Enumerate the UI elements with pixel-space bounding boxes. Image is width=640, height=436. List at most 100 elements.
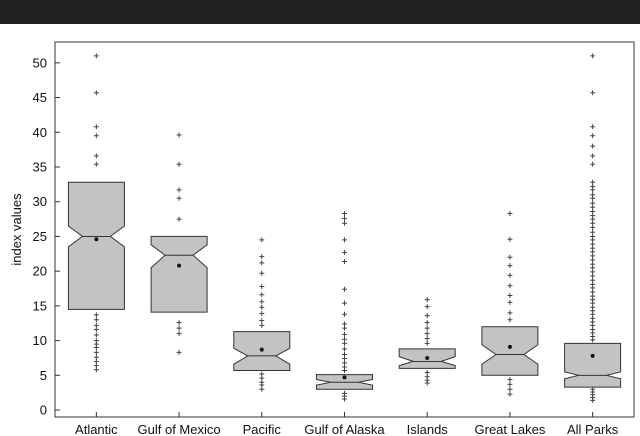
outlier-marker [93,349,99,355]
notched-box [564,342,622,388]
x-tick-label: Islands [407,422,449,436]
y-tick-label: 25 [33,229,47,244]
y-tick-label: 5 [40,368,47,383]
x-tick-label: Great Lakes [475,422,546,436]
x-tick-label: Pacific [243,422,282,436]
outlier-marker [93,312,99,318]
y-axis-label: index values [9,193,24,266]
outlier-marker [424,336,430,342]
box-group [67,53,125,373]
outlier-marker [424,304,430,310]
y-tick-label: 30 [33,194,47,209]
outlier-marker [507,377,513,382]
outlier-marker [259,304,265,310]
outlier-marker [342,286,347,292]
outlier-marker [342,215,347,221]
outlier-marker [507,310,513,316]
outlier-marker [590,133,596,139]
outlier-marker [93,53,99,59]
outlier-marker [342,258,347,264]
x-tick-label: All Parks [567,422,619,436]
outlier-marker [259,254,265,260]
y-tick-label: 0 [40,403,47,418]
outlier-marker [342,367,347,373]
outlier-marker [590,269,596,275]
outlier-marker [176,132,182,138]
x-axis: Atlantic Gulf of Mexico Pacific Gulf of Ala… [75,412,619,436]
outlier-marker [342,300,347,306]
outlier-marker [507,299,513,305]
outlier-marker [342,360,347,366]
outlier-marker [590,311,596,317]
outlier-marker [590,285,596,291]
outlier-marker [259,371,265,377]
box-group [564,53,622,403]
outlier-marker [342,331,347,337]
outlier-marker [507,272,513,278]
outlier-marker [93,161,99,167]
outlier-marker [424,340,430,346]
outlier-marker [259,317,265,323]
outlier-marker [259,386,265,392]
box-group [481,211,539,397]
y-tick-label: 40 [33,125,47,140]
outlier-marker [507,236,513,242]
x-tick-label: Atlantic [75,422,118,436]
notched-box [150,235,208,313]
outlier-marker [93,133,99,139]
outlier-marker [590,161,596,167]
outlier-marker [259,292,265,298]
outlier-marker [507,211,513,217]
outlier-marker [424,380,430,386]
outlier-marker [176,216,182,222]
outlier-marker [93,153,99,159]
y-tick-label: 45 [33,90,47,105]
box-group [233,237,291,392]
outlier-marker [176,320,182,326]
outlier-marker [176,331,182,337]
y-tick-label: 20 [33,264,47,279]
outlier-marker [342,211,347,217]
box-group [150,132,208,355]
y-tick-label: 35 [33,160,47,175]
x-tick-label: Gulf of Mexico [138,422,221,436]
outlier-marker [590,277,596,283]
outlier-marker [176,195,182,201]
mean-marker [425,355,430,360]
outlier-marker [590,200,596,206]
outlier-marker [176,349,182,355]
outlier-marker [259,270,265,276]
outlier-marker [507,391,513,397]
outlier-marker [590,241,596,247]
outlier-marker [342,396,347,402]
outlier-marker [507,283,513,289]
outlier-marker [176,325,182,331]
outlier-marker [590,216,596,222]
outlier-marker [342,237,347,243]
mean-marker [590,353,595,358]
outlier-marker [507,263,513,269]
x-tick-label: Gulf of Alaska [304,422,385,436]
outlier-marker [176,187,182,193]
box-group [398,297,456,386]
outlier-marker [424,331,430,337]
top-dark-bar [0,0,640,24]
box-series [67,53,622,403]
outlier-marker [590,187,596,193]
outlier-marker [342,325,347,331]
outlier-marker [93,327,99,332]
outlier-marker [342,220,347,226]
outlier-marker [176,161,182,167]
outlier-marker [590,265,596,271]
outlier-marker [590,224,596,230]
outlier-marker [259,237,265,243]
outlier-marker [507,292,513,298]
outlier-marker [93,345,99,351]
outlier-marker [590,322,596,328]
outlier-marker [590,195,596,201]
outlier-marker [424,313,430,319]
y-axis: 0 5 10 15 20 25 30 35 40 45 50 [33,55,60,418]
y-tick-label: 10 [33,333,47,348]
outlier-marker [507,254,513,260]
